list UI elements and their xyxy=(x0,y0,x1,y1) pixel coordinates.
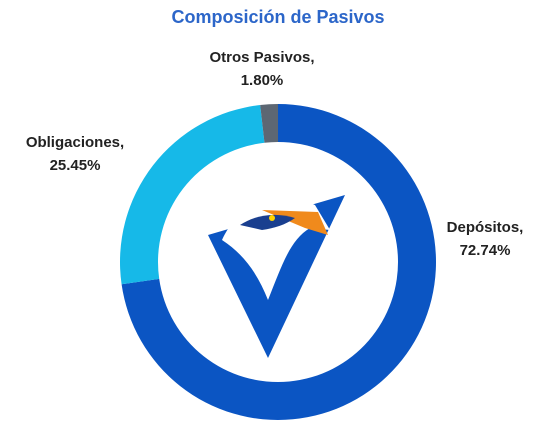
segment-label: Otros Pasivos, xyxy=(209,49,314,66)
donut-segment xyxy=(260,104,278,143)
segment-value-label: 72.74% xyxy=(460,242,511,259)
segment-label: Obligaciones, xyxy=(26,134,124,151)
donut-segment xyxy=(120,105,265,285)
segment-label: Depósitos, xyxy=(447,219,524,236)
segment-value-label: 25.45% xyxy=(50,157,101,174)
chart-title: Composición de Pasivos xyxy=(171,7,384,27)
logo xyxy=(208,195,345,358)
segment-value-label: 1.80% xyxy=(241,72,284,89)
